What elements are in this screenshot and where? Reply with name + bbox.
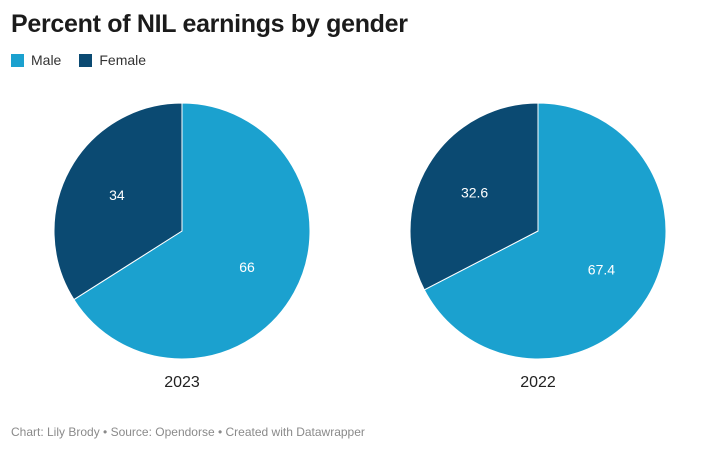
- legend-label-female: Female: [99, 52, 147, 68]
- chart-title: Percent of NIL earnings by gender: [11, 10, 408, 38]
- pie-chart-2022: 67.4 32.6 2022: [409, 102, 667, 391]
- legend-swatch-female: [79, 53, 93, 67]
- legend: Male Female: [11, 52, 164, 68]
- legend-swatch-male: [11, 53, 24, 67]
- slice-label-2023-female: 34: [109, 187, 125, 203]
- pie-caption-2022: 2022: [520, 374, 556, 391]
- pie-slice-2023-female: [53, 102, 183, 301]
- slice-label-2022-male: 67.4: [588, 262, 615, 278]
- legend-label-male: Male: [31, 52, 62, 68]
- pie-slice-2022-female: [409, 102, 539, 291]
- slice-label-2023-male: 66: [239, 259, 255, 275]
- pie-slice-2022-male: [423, 102, 667, 360]
- pie-caption-2023: 2023: [164, 374, 200, 391]
- legend-item-female: Female: [79, 52, 146, 68]
- pie-slice-2023-male: [73, 102, 311, 360]
- pie-chart-2023: 66 34 2023: [53, 102, 311, 391]
- legend-item-male: Male: [11, 52, 61, 68]
- chart-footer: Chart: Lily Brody • Source: Opendorse • …: [11, 425, 365, 439]
- slice-label-2022-female: 32.6: [461, 184, 488, 200]
